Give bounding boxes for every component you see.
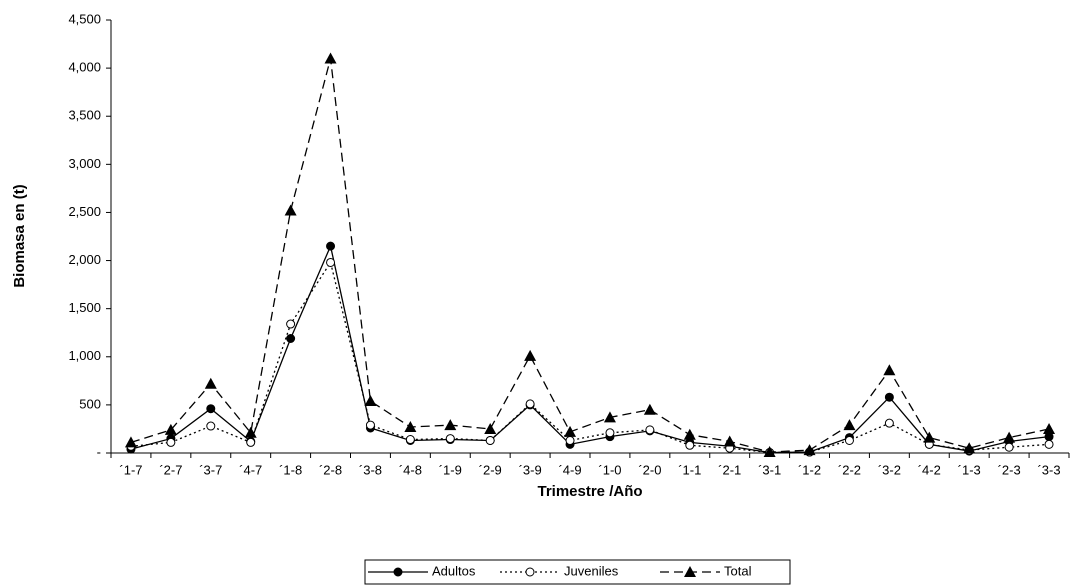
x-tick-label: ´4-7 xyxy=(239,462,262,477)
legend-marker xyxy=(393,567,403,577)
x-tick-label: ´4-8 xyxy=(399,462,422,477)
data-point xyxy=(365,420,375,430)
data-point xyxy=(364,395,377,407)
x-tick-label: ´1-7 xyxy=(119,462,142,477)
data-point xyxy=(1004,442,1014,452)
data-point xyxy=(124,436,137,448)
x-tick-label: ´3-2 xyxy=(878,462,901,477)
data-point xyxy=(206,421,216,431)
y-tick-label: 500 xyxy=(79,396,101,411)
data-point xyxy=(1043,422,1056,434)
data-point xyxy=(444,419,457,431)
data-point xyxy=(324,52,337,64)
data-point xyxy=(605,428,615,438)
x-tick-label: ´2-8 xyxy=(319,462,342,477)
x-tick-label: ´1-1 xyxy=(678,462,701,477)
data-point xyxy=(643,403,656,415)
data-point xyxy=(883,364,896,376)
data-point xyxy=(963,442,976,454)
x-tick-label: ´4-9 xyxy=(558,462,581,477)
data-point xyxy=(884,418,894,428)
data-point xyxy=(1003,431,1016,443)
series-line xyxy=(130,244,1050,454)
x-tick-label: ´3-8 xyxy=(359,462,382,477)
data-point xyxy=(246,437,256,447)
data-point xyxy=(723,435,736,447)
x-tick-label: ´2-9 xyxy=(479,462,502,477)
data-point xyxy=(484,422,497,434)
x-tick-label: ´3-1 xyxy=(758,462,781,477)
y-axis-title: Biomasa en (t) xyxy=(11,184,28,287)
x-axis-title: Trimestre /Año xyxy=(537,483,642,500)
legend-label: Total xyxy=(724,563,752,578)
x-tick-label: ´3-3 xyxy=(1037,462,1060,477)
data-point xyxy=(683,428,696,440)
x-tick-label: ´2-3 xyxy=(998,462,1021,477)
y-tick-label: 3,500 xyxy=(68,108,101,123)
y-tick-label: 4,500 xyxy=(68,11,101,26)
data-point xyxy=(204,377,217,389)
x-tick-label: ´2-1 xyxy=(718,462,741,477)
data-point xyxy=(843,419,856,431)
x-tick-label: ´2-0 xyxy=(638,462,661,477)
x-tick-label: ´3-9 xyxy=(519,462,542,477)
series-line xyxy=(130,260,1050,454)
data-point xyxy=(326,241,336,251)
data-point xyxy=(286,319,296,329)
data-point xyxy=(284,204,297,216)
data-point xyxy=(524,349,537,361)
data-point xyxy=(206,404,216,414)
data-point xyxy=(244,426,257,438)
data-point xyxy=(803,444,816,456)
y-tick-label: 2,500 xyxy=(68,204,101,219)
x-tick-label: ´2-7 xyxy=(159,462,182,477)
x-tick-label: ´1-9 xyxy=(439,462,462,477)
data-point xyxy=(603,411,616,423)
x-tick-label: ´1-0 xyxy=(598,462,621,477)
data-point xyxy=(445,434,455,444)
data-point xyxy=(564,425,577,437)
x-tick-label: ´1-3 xyxy=(958,462,981,477)
data-point xyxy=(404,421,417,433)
data-point xyxy=(763,446,776,458)
data-point xyxy=(166,437,176,447)
series-line xyxy=(130,58,1050,453)
y-tick-label: 2,000 xyxy=(68,252,101,267)
data-point xyxy=(923,431,936,443)
legend-box xyxy=(364,559,791,585)
y-tick-label: 1,500 xyxy=(68,300,101,315)
data-point xyxy=(884,392,894,402)
x-tick-label: ´2-2 xyxy=(838,462,861,477)
legend-label: Adultos xyxy=(432,563,476,578)
legend-label: Juveniles xyxy=(564,563,619,578)
data-point xyxy=(326,257,336,267)
legend-marker xyxy=(525,567,535,577)
y-tick-label: - xyxy=(97,444,101,459)
x-tick-label: ´1-8 xyxy=(279,462,302,477)
data-point xyxy=(525,399,535,409)
data-point xyxy=(286,333,296,343)
data-point xyxy=(565,435,575,445)
x-tick-label: ´3-7 xyxy=(199,462,222,477)
x-tick-label: ´1-2 xyxy=(798,462,821,477)
y-tick-label: 4,000 xyxy=(68,60,101,75)
data-point xyxy=(685,440,695,450)
legend-marker xyxy=(684,566,696,577)
data-point xyxy=(844,435,854,445)
y-tick-label: 3,000 xyxy=(68,156,101,171)
y-tick-label: 1,000 xyxy=(68,348,101,363)
data-point xyxy=(405,435,415,445)
x-tick-label: ´4-2 xyxy=(918,462,941,477)
data-point xyxy=(645,425,655,435)
data-point xyxy=(1044,439,1054,449)
data-point xyxy=(164,423,177,435)
data-point xyxy=(485,435,495,445)
